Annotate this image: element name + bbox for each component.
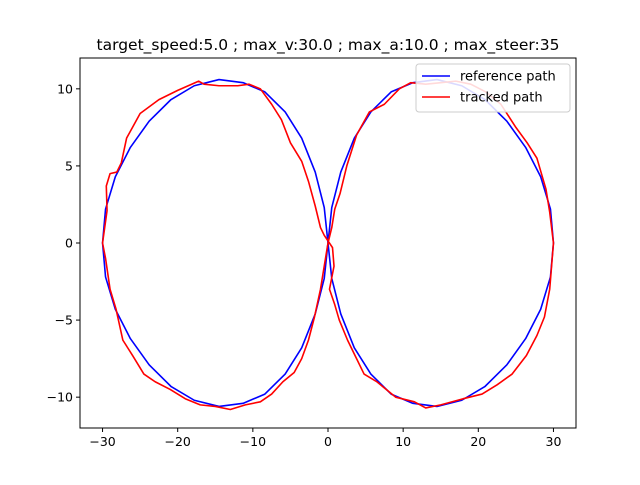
legend-label-tracked-path: tracked path [460,91,543,106]
y-axis: −10 −5 0 5 10 [47,81,80,405]
x-axis: −30 −20 −10 0 10 20 30 [89,428,561,449]
y-tick-label: −10 [47,390,73,405]
y-tick-label: −5 [55,313,73,328]
x-tick-label: −10 [240,434,266,449]
x-tick-label: 0 [324,434,332,449]
legend-label-reference-path: reference path [460,70,556,85]
x-tick-label: 10 [395,434,411,449]
chart-title: target_speed:5.0 ; max_v:30.0 ; max_a:10… [97,36,560,55]
legend: reference path tracked path [415,63,571,113]
series-line-tracked-path [101,80,555,411]
y-tick-label: 0 [65,236,73,251]
legend-box [415,63,571,113]
x-tick-label: −20 [165,434,191,449]
x-tick-label: 20 [470,434,486,449]
x-tick-label: −30 [89,434,115,449]
y-tick-label: 10 [57,81,73,96]
y-tick-label: 5 [65,158,73,173]
plot-lines [101,78,555,411]
x-tick-label: 30 [546,434,562,449]
